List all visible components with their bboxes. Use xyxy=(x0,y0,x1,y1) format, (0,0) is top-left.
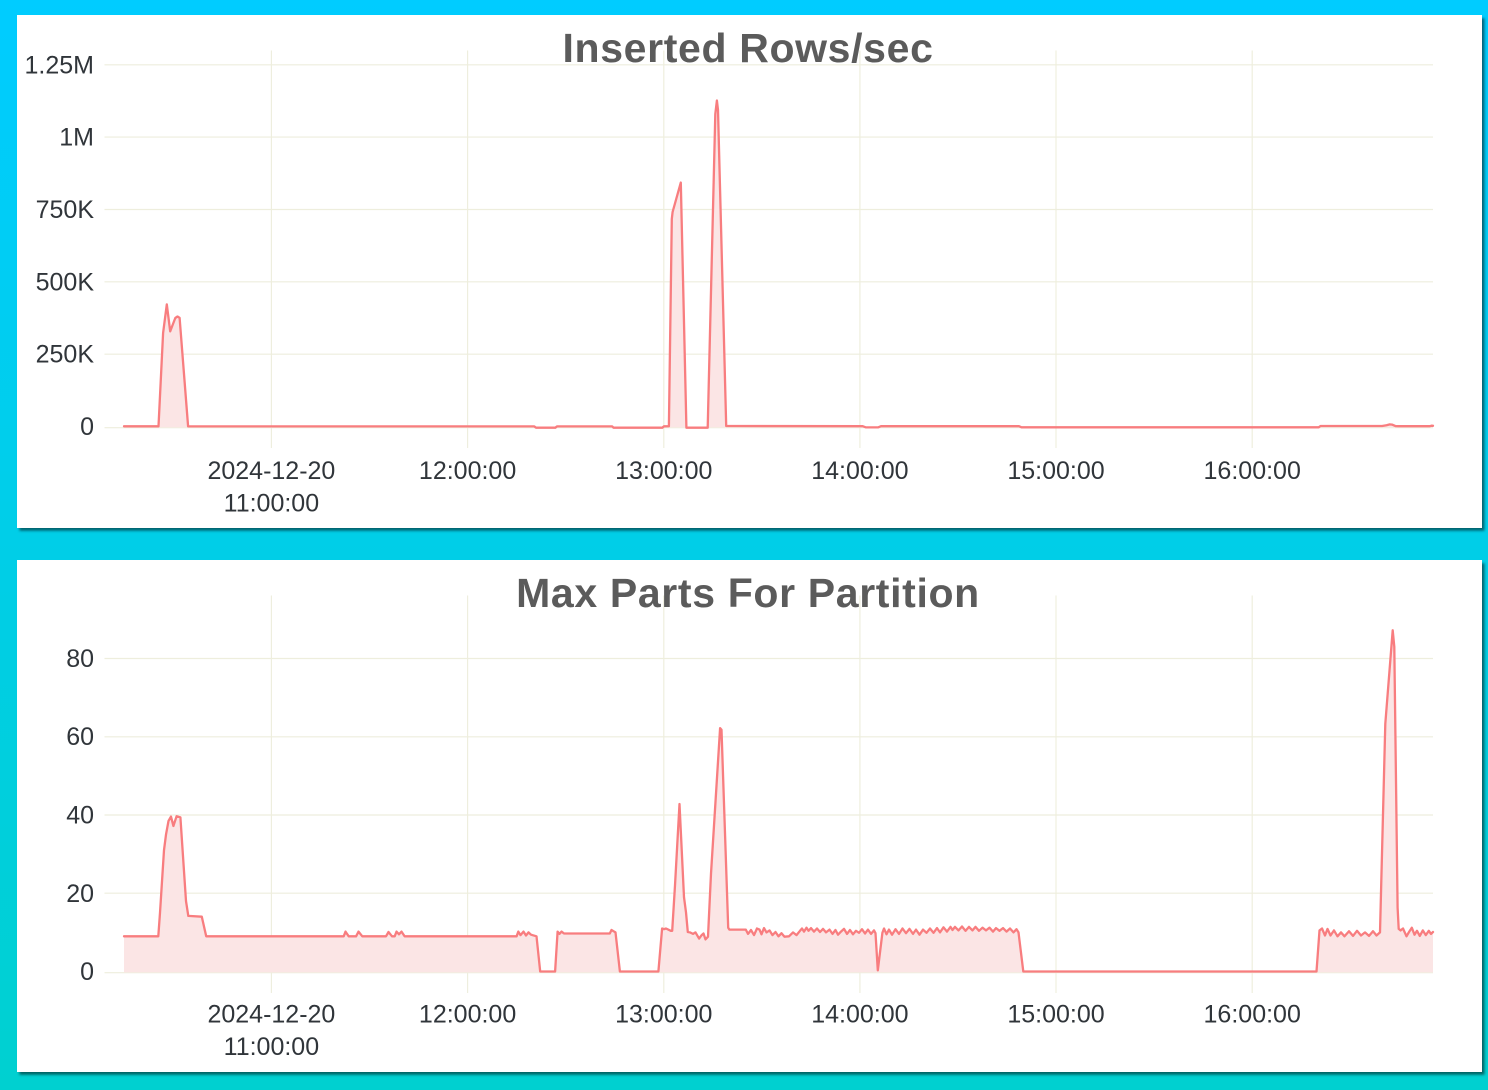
svg-text:20: 20 xyxy=(66,880,94,908)
svg-text:80: 80 xyxy=(66,645,94,673)
svg-text:13:00:00: 13:00:00 xyxy=(615,457,712,485)
svg-text:1.25M: 1.25M xyxy=(25,51,94,79)
svg-text:14:00:00: 14:00:00 xyxy=(811,457,908,485)
svg-text:0: 0 xyxy=(80,958,94,986)
svg-text:2024-12-20: 2024-12-20 xyxy=(207,1001,335,1029)
svg-text:0: 0 xyxy=(80,413,94,441)
svg-text:1M: 1M xyxy=(59,124,94,152)
svg-text:16:00:00: 16:00:00 xyxy=(1204,457,1301,485)
svg-text:750K: 750K xyxy=(36,196,95,224)
svg-text:40: 40 xyxy=(66,802,94,830)
svg-text:Max Parts For Partition: Max Parts For Partition xyxy=(516,570,980,616)
svg-text:60: 60 xyxy=(66,723,94,751)
svg-text:500K: 500K xyxy=(36,268,95,296)
svg-text:11:00:00: 11:00:00 xyxy=(224,1033,319,1061)
svg-text:Inserted Rows/sec: Inserted Rows/sec xyxy=(562,25,933,71)
svg-text:13:00:00: 13:00:00 xyxy=(615,1001,712,1029)
svg-text:2024-12-20: 2024-12-20 xyxy=(207,457,335,485)
svg-text:12:00:00: 12:00:00 xyxy=(419,457,516,485)
svg-text:16:00:00: 16:00:00 xyxy=(1204,1001,1301,1029)
svg-text:15:00:00: 15:00:00 xyxy=(1007,457,1104,485)
svg-text:11:00:00: 11:00:00 xyxy=(224,490,319,518)
svg-text:250K: 250K xyxy=(36,341,95,369)
svg-text:14:00:00: 14:00:00 xyxy=(811,1001,908,1029)
svg-text:15:00:00: 15:00:00 xyxy=(1007,1001,1104,1029)
svg-text:12:00:00: 12:00:00 xyxy=(419,1001,516,1029)
